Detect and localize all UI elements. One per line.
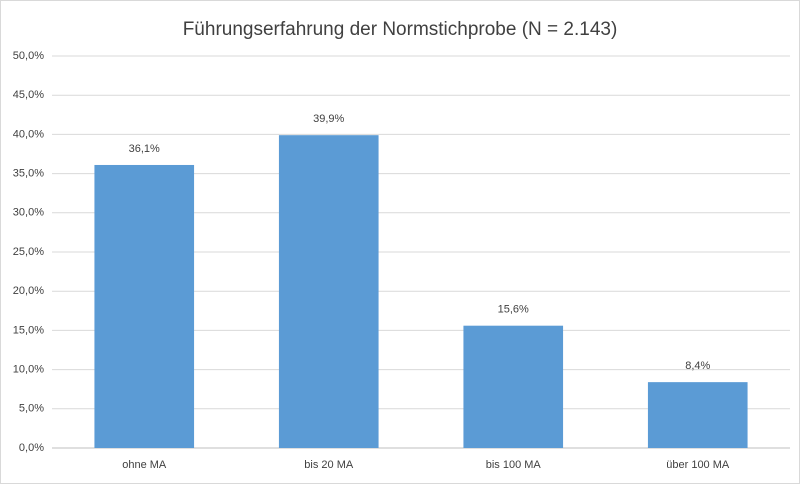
y-tick-label: 20,0% <box>13 285 44 297</box>
x-tick-label: bis 100 MA <box>486 459 542 471</box>
chart-title: Führungserfahrung der Normstichprobe (N … <box>183 19 618 40</box>
bar <box>278 135 379 448</box>
y-tick-label: 35,0% <box>13 168 44 180</box>
data-label: 8,4% <box>685 360 710 372</box>
x-tick-label: ohne MA <box>122 459 167 471</box>
y-tick-label: 40,0% <box>13 128 44 140</box>
bar <box>463 325 564 448</box>
y-tick-label: 0,0% <box>19 442 44 454</box>
y-tick-label: 45,0% <box>13 89 44 101</box>
y-tick-label: 15,0% <box>13 324 44 336</box>
y-tick-label: 50,0% <box>13 50 44 62</box>
data-label: 15,6% <box>498 304 529 316</box>
data-label: 39,9% <box>313 113 344 125</box>
y-tick-label: 30,0% <box>13 207 44 219</box>
x-tick-label: bis 20 MA <box>304 459 354 471</box>
y-tick-label: 5,0% <box>19 403 44 415</box>
data-label: 36,1% <box>129 143 160 155</box>
x-tick-label: über 100 MA <box>666 459 730 471</box>
bar <box>94 164 195 448</box>
bar <box>647 382 748 448</box>
y-tick-label: 25,0% <box>13 246 44 258</box>
y-tick-label: 10,0% <box>13 364 44 376</box>
